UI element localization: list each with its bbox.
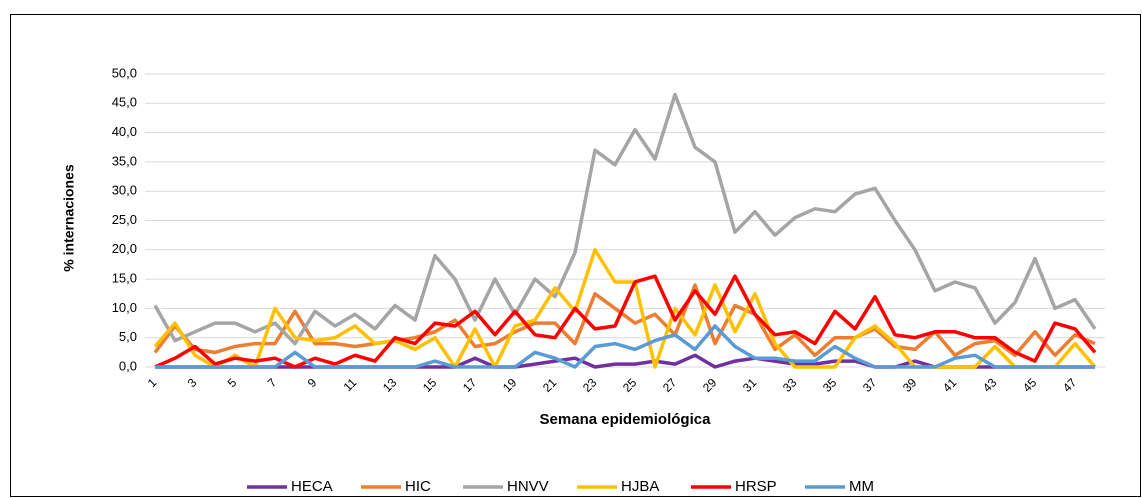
y-tick-label: 25,0 [112, 212, 137, 227]
y-tick-label: 20,0 [112, 241, 137, 256]
y-tick-label: 15,0 [112, 271, 137, 286]
series-line [153, 283, 1096, 358]
y-tick-label: 5,0 [119, 329, 137, 344]
y-tick-label: 45,0 [112, 95, 137, 110]
legend-label: HIC [405, 478, 431, 495]
y-axis-title: % internaciones [61, 164, 77, 272]
y-tick-label: 0,0 [119, 358, 137, 373]
legend-label: HJBA [621, 478, 659, 495]
series-line [154, 274, 1097, 369]
series-line [155, 324, 1095, 369]
legend-label: HNVV [507, 478, 549, 495]
legend-label: MM [849, 478, 874, 495]
y-tick-label: 10,0 [112, 300, 137, 315]
y-tick-label: 50,0 [112, 65, 137, 80]
y-tick-label: 30,0 [112, 183, 137, 198]
series-line [153, 92, 1097, 346]
legend-label: HECA [291, 478, 333, 495]
y-tick-label: 40,0 [112, 124, 137, 139]
legend-label: HRSP [735, 478, 777, 495]
y-tick-label: 35,0 [112, 153, 137, 168]
x-axis-title: Semana epidemiológica [540, 411, 712, 428]
